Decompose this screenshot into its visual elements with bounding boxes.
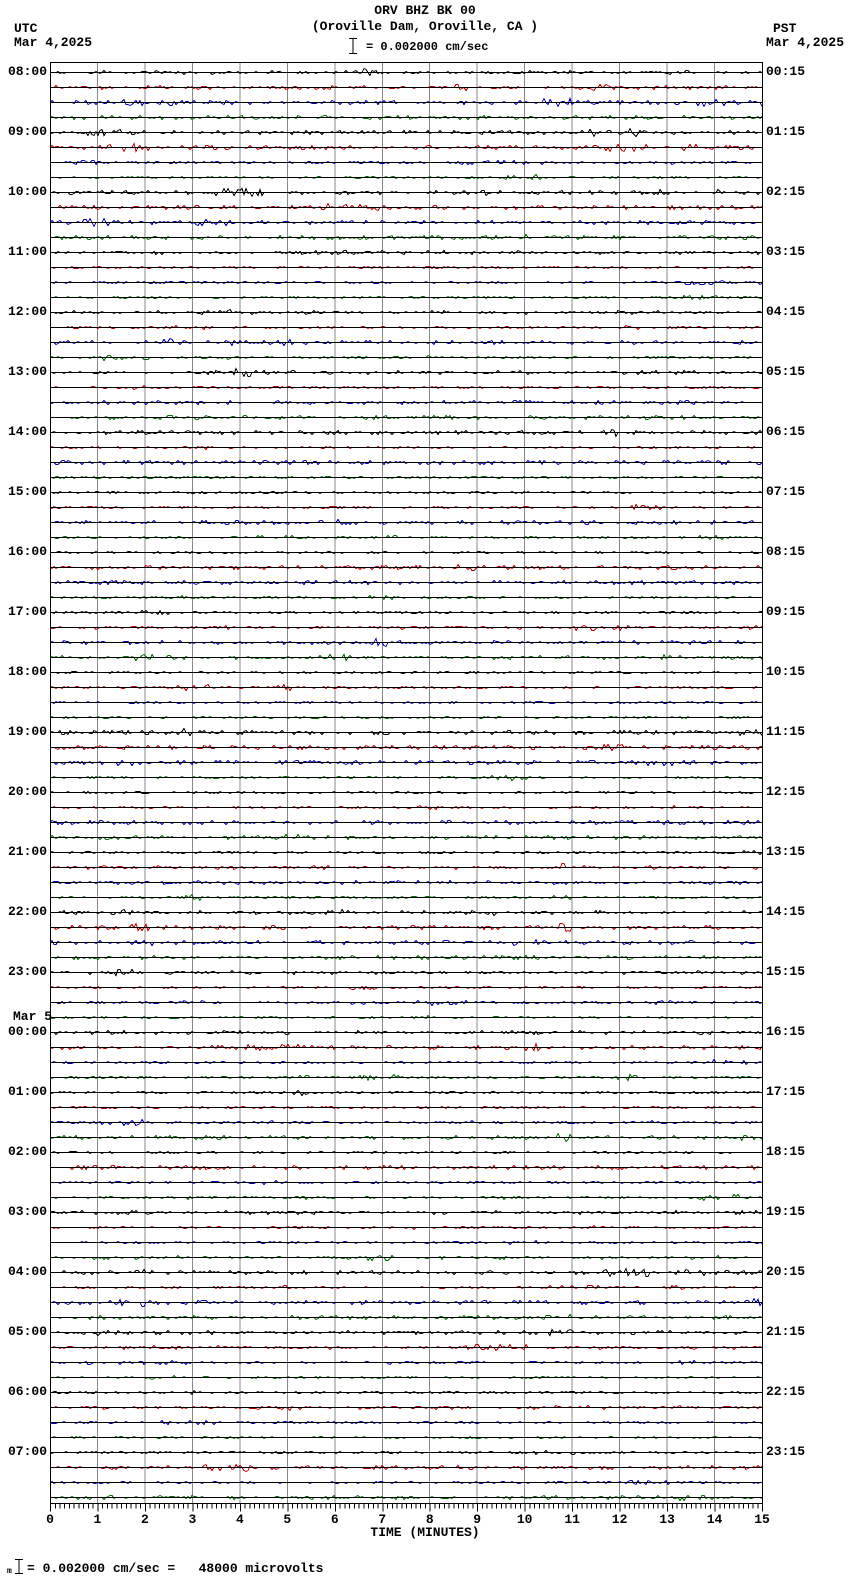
x-tick-label: 12 [611,1512,628,1527]
x-tick-label: 6 [330,1512,339,1527]
pst-hour-label: 15:15 [766,964,806,979]
utc-date-label: Mar 4,2025 [14,35,93,50]
pst-hour-label: 17:15 [766,1084,806,1099]
pst-date-label: Mar 4,2025 [766,35,845,50]
utc-zone-label: UTC [14,21,38,36]
footer-scale-text: = 0.002000 cm/sec = 48000 microvolts [27,1561,324,1576]
pst-hour-label: 19:15 [766,1204,806,1219]
pst-hour-label: 00:15 [766,64,806,79]
pst-hour-label: 14:15 [766,904,806,919]
x-tick-label: 7 [378,1512,387,1527]
utc-hour-label: 08:00 [7,64,47,79]
footer-micro-glyph: m [7,1567,12,1576]
x-axis-title: TIME (MINUTES) [370,1525,480,1540]
x-tick-label: 8 [425,1512,434,1527]
utc-hour-label: 17:00 [7,604,47,619]
pst-hour-label: 21:15 [766,1324,806,1339]
x-tick-label: 5 [283,1512,292,1527]
pst-hour-label: 02:15 [766,184,806,199]
scale-text: = 0.002000 cm/sec [366,40,489,54]
utc-hour-label: 22:00 [7,904,47,919]
utc-hour-label: 01:00 [7,1084,47,1099]
utc-day-change-label: Mar 5 [13,1009,53,1024]
x-tick-label: 9 [473,1512,482,1527]
x-tick-label: 14 [706,1512,723,1527]
utc-hour-label: 10:00 [7,184,47,199]
utc-hour-label: 16:00 [7,544,47,559]
pst-hour-label: 22:15 [766,1384,806,1399]
pst-hour-label: 11:15 [766,724,806,739]
page-title: ORV BHZ BK 00 [374,3,476,18]
x-tick-label: 1 [93,1512,102,1527]
pst-hour-label: 04:15 [766,304,806,319]
pst-hour-label: 13:15 [766,844,806,859]
utc-hour-label: 15:00 [7,484,47,499]
x-tick-label: 10 [516,1512,533,1527]
utc-hour-label: 19:00 [7,724,47,739]
utc-hour-label: 20:00 [7,784,47,799]
pst-hour-label: 12:15 [766,784,806,799]
utc-hour-label: 02:00 [7,1144,47,1159]
x-tick-label: 2 [141,1512,149,1527]
scale-bar-icon [349,38,357,54]
utc-hour-label: 14:00 [7,424,47,439]
x-tick-label: 3 [188,1512,197,1527]
pst-hour-label: 08:15 [766,544,806,559]
utc-hour-label: 03:00 [7,1204,47,1219]
pst-hour-label: 09:15 [766,604,806,619]
utc-hour-label: 12:00 [7,304,47,319]
utc-hour-label: 21:00 [7,844,47,859]
pst-hour-label: 18:15 [766,1144,806,1159]
x-tick-label: 4 [235,1512,244,1527]
pst-hour-label: 07:15 [766,484,806,499]
utc-hour-label: 07:00 [7,1444,47,1459]
utc-hour-label: 23:00 [7,964,47,979]
pst-hour-label: 23:15 [766,1444,806,1459]
pst-hour-label: 03:15 [766,244,806,259]
utc-hour-label: 11:00 [7,244,47,259]
utc-hour-label: 06:00 [7,1384,47,1399]
utc-hour-label: 13:00 [7,364,47,379]
utc-hour-label: 00:00 [7,1024,47,1039]
utc-hour-label: 04:00 [7,1264,47,1279]
pst-hour-label: 10:15 [766,664,806,679]
x-tick-label: 0 [46,1512,54,1527]
page-subtitle: (Oroville Dam, Oroville, CA ) [311,19,539,34]
x-tick-label: 15 [754,1512,770,1527]
pst-hour-label: 20:15 [766,1264,806,1279]
x-tick-label: 13 [659,1512,675,1527]
pst-zone-label: PST [773,21,797,36]
utc-hour-label: 18:00 [7,664,47,679]
footer-scale-bar-icon [15,1559,23,1574]
pst-hour-label: 06:15 [766,424,806,439]
pst-hour-label: 01:15 [766,124,806,139]
pst-hour-label: 05:15 [766,364,806,379]
x-tick-label: 11 [564,1512,580,1527]
utc-hour-label: 05:00 [7,1324,47,1339]
utc-hour-label: 09:00 [7,124,47,139]
pst-hour-label: 16:15 [766,1024,806,1039]
